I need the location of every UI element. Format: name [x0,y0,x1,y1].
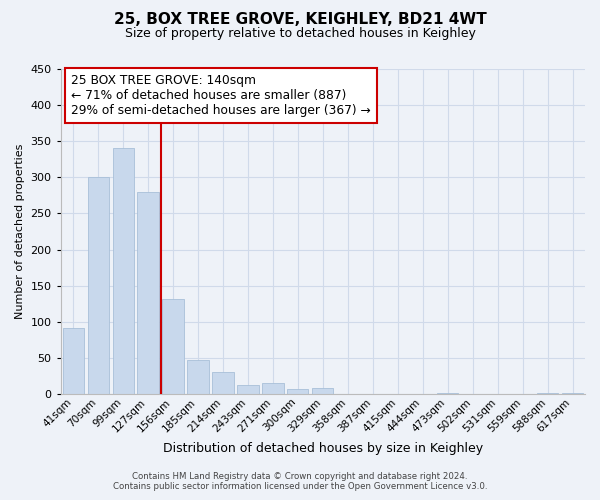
Bar [62,328,84,394]
Bar [163,300,184,394]
X-axis label: Distribution of detached houses by size in Keighley: Distribution of detached houses by size … [163,442,483,455]
Bar [113,148,134,394]
Text: 25 BOX TREE GROVE: 140sqm
← 71% of detached houses are smaller (887)
29% of semi: 25 BOX TREE GROVE: 140sqm ← 71% of detac… [71,74,371,117]
Text: Size of property relative to detached houses in Keighley: Size of property relative to detached ho… [125,28,475,40]
Bar [262,383,284,394]
Bar [212,372,233,394]
Bar [137,192,159,394]
Bar [312,388,334,394]
Bar [437,392,458,394]
Y-axis label: Number of detached properties: Number of detached properties [15,144,25,319]
Bar [187,360,209,394]
Bar [238,384,259,394]
Text: Contains HM Land Registry data © Crown copyright and database right 2024.
Contai: Contains HM Land Registry data © Crown c… [113,472,487,491]
Text: 25, BOX TREE GROVE, KEIGHLEY, BD21 4WT: 25, BOX TREE GROVE, KEIGHLEY, BD21 4WT [113,12,487,28]
Bar [287,389,308,394]
Bar [562,392,583,394]
Bar [88,176,109,394]
